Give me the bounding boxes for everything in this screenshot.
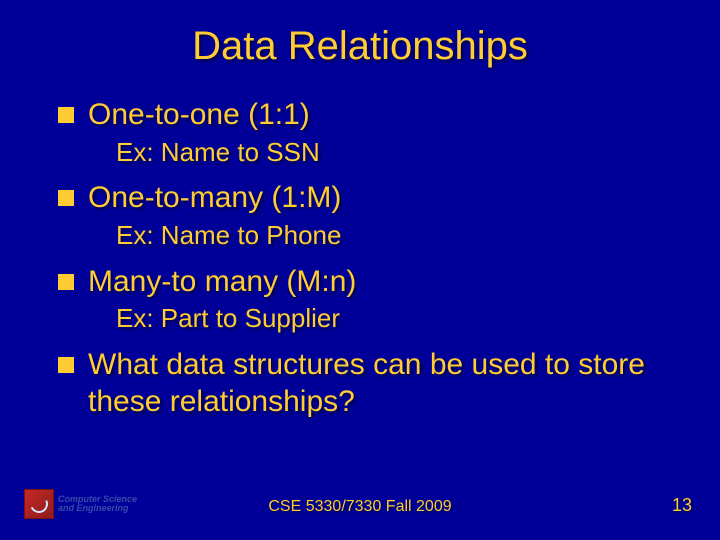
bullet-sub-text: Ex: Name to Phone xyxy=(116,219,680,253)
bullet-item: What data structures can be used to stor… xyxy=(58,346,680,421)
bullet-sub: Ex: Part to Supplier xyxy=(116,302,680,336)
bullet-text: Many-to many (M:n) xyxy=(88,263,356,301)
bullet-text: One-to-many (1:M) xyxy=(88,179,341,217)
bullet-sub: Ex: Name to SSN xyxy=(116,136,680,170)
bullet-icon xyxy=(58,357,74,373)
bullet-sub: Ex: Name to Phone xyxy=(116,219,680,253)
slide-title: Data Relationships xyxy=(0,24,720,69)
slide-content: One-to-one (1:1) Ex: Name to SSN One-to-… xyxy=(58,96,680,423)
bullet-item: One-to-many (1:M) xyxy=(58,179,680,217)
bullet-text: One-to-one (1:1) xyxy=(88,96,310,134)
bullet-icon xyxy=(58,274,74,290)
bullet-icon xyxy=(58,107,74,123)
footer-course: CSE 5330/7330 Fall 2009 xyxy=(0,498,720,516)
bullet-sub-text: Ex: Name to SSN xyxy=(116,136,680,170)
bullet-text: What data structures can be used to stor… xyxy=(88,346,680,421)
slide-footer: Computer Science and Engineering CSE 533… xyxy=(0,486,720,522)
bullet-sub-text: Ex: Part to Supplier xyxy=(116,302,680,336)
bullet-item: One-to-one (1:1) xyxy=(58,96,680,134)
bullet-icon xyxy=(58,190,74,206)
page-number: 13 xyxy=(672,495,692,516)
bullet-item: Many-to many (M:n) xyxy=(58,263,680,301)
